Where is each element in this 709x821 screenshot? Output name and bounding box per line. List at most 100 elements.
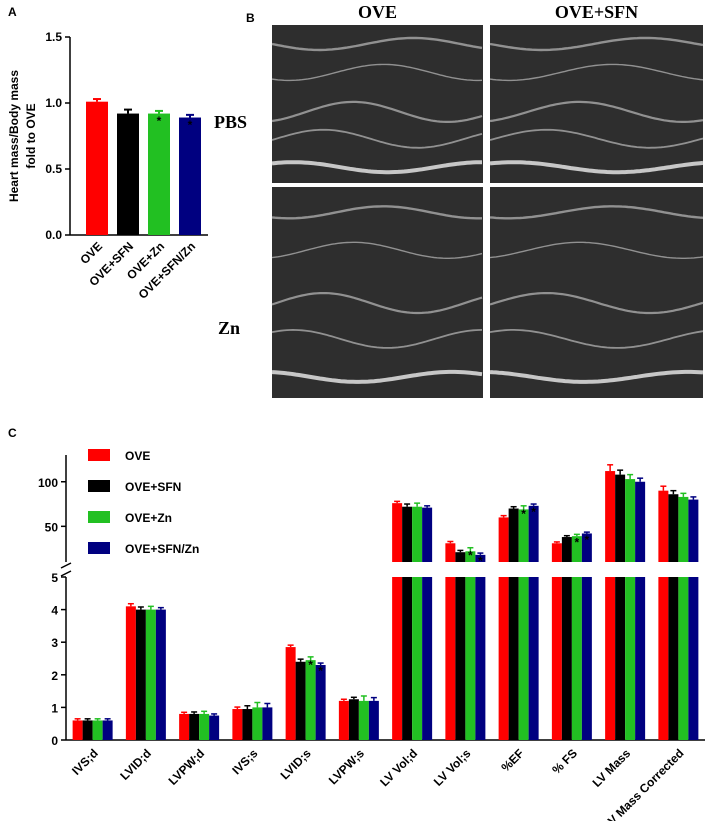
y-tick-label: 3	[51, 636, 58, 650]
bar	[422, 577, 433, 740]
x-tick-label: OVE	[77, 239, 105, 267]
significance-mark: *	[575, 535, 580, 549]
bar-upper	[392, 503, 403, 562]
x-tick-label: LV Vol;s	[431, 746, 474, 789]
x-tick-label: LV Vol;d	[377, 746, 420, 789]
bar	[528, 577, 539, 740]
column-label: OVE+SFN	[555, 2, 638, 22]
y-tick-label: 1.5	[45, 30, 62, 44]
x-tick-label: IVS;d	[69, 746, 101, 778]
bar-upper	[581, 533, 592, 562]
legend-swatch	[88, 449, 110, 461]
x-tick-label: %EF	[498, 746, 526, 774]
x-tick-label: IVS;s	[229, 746, 260, 777]
panel-label: B	[246, 11, 255, 25]
column-label: OVE	[358, 2, 397, 22]
bar	[262, 707, 273, 740]
bar	[402, 577, 413, 740]
bar	[82, 720, 93, 740]
y-tick-label: 2	[51, 669, 58, 683]
significance-mark: *	[468, 549, 473, 563]
bar	[117, 113, 139, 235]
bar-upper	[635, 481, 646, 562]
y-axis-title: Heart mass/Body mass	[7, 70, 21, 202]
bar	[498, 577, 509, 740]
bar	[145, 609, 156, 740]
bar	[252, 707, 263, 740]
significance-mark: *	[157, 114, 162, 128]
bar-upper	[455, 552, 466, 562]
echo-trace	[489, 292, 704, 315]
y-tick-label: 0.5	[45, 162, 62, 176]
echo-trace	[271, 241, 483, 259]
row-label: PBS	[214, 112, 247, 132]
bar	[305, 660, 316, 740]
significance-mark: *	[565, 537, 570, 551]
bar	[295, 661, 306, 740]
bar	[86, 101, 108, 236]
bar-upper	[688, 499, 699, 562]
bar	[465, 577, 476, 740]
significance-mark: *	[308, 658, 313, 672]
x-tick-label: LVPW;s	[326, 746, 367, 787]
significance-mark: *	[298, 660, 303, 674]
bar	[135, 609, 146, 740]
echo-trace	[271, 205, 482, 220]
bar	[92, 720, 103, 740]
y-tick-label: 1.0	[45, 96, 62, 110]
bar	[232, 709, 243, 740]
echo-trace	[489, 329, 704, 349]
y-tick-label: 5	[51, 571, 58, 585]
bar	[155, 609, 166, 740]
bar	[179, 117, 201, 235]
echo-trace	[271, 328, 483, 349]
y-tick-label: 100	[38, 476, 58, 490]
echo-trace	[489, 205, 704, 220]
bar	[125, 606, 136, 740]
echo-image	[490, 187, 703, 398]
bar	[615, 577, 626, 740]
bar-upper	[551, 543, 562, 562]
panel-label: A	[8, 5, 17, 19]
echo-trace	[489, 100, 704, 123]
bar-upper	[422, 507, 433, 562]
y-axis-title: fold to OVE	[24, 103, 38, 168]
x-tick-label: LVID;s	[278, 746, 314, 782]
legend-swatch	[88, 511, 110, 523]
bar	[102, 720, 113, 740]
bar	[551, 577, 562, 740]
x-tick-label: LV Mass	[590, 746, 634, 790]
bar	[445, 577, 456, 740]
row-label: Zn	[218, 318, 240, 338]
bar	[209, 715, 220, 740]
bar	[508, 577, 519, 740]
bar	[348, 699, 359, 740]
bar	[315, 665, 326, 740]
axis-break	[60, 562, 72, 569]
bar	[199, 713, 210, 740]
legend-label: OVE+SFN/Zn	[125, 542, 199, 556]
panel-label: C	[8, 426, 17, 440]
bar	[72, 720, 83, 740]
bar	[189, 713, 200, 740]
significance-mark: *	[318, 664, 323, 678]
echo-trace	[271, 292, 483, 315]
echo-trace	[489, 160, 704, 175]
bar	[338, 700, 349, 740]
echo-trace	[271, 36, 483, 52]
bar	[412, 577, 423, 740]
echo-trace	[271, 160, 482, 175]
significance-mark: *	[521, 507, 526, 521]
bar	[581, 577, 592, 740]
bar-upper	[508, 508, 519, 562]
significance-mark: *	[511, 508, 516, 522]
significance-mark: *	[585, 533, 590, 547]
legend-label: OVE+Zn	[125, 511, 172, 525]
y-tick-label: 0	[51, 734, 58, 748]
bar-upper	[445, 543, 456, 562]
x-tick-label: LVID;d	[117, 746, 154, 783]
bar	[668, 577, 679, 740]
significance-mark: *	[531, 505, 536, 519]
bar-upper	[658, 490, 669, 562]
